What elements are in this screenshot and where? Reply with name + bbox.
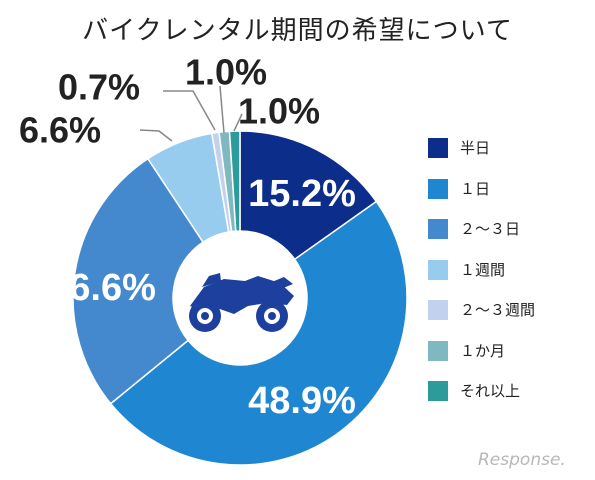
leader-line-1-week (139, 129, 173, 142)
chart-title: バイクレンタル期間の希望について (82, 16, 513, 46)
legend-swatch (428, 259, 448, 280)
legend-swatch (428, 138, 448, 158)
legend-label: １か月 (460, 341, 506, 360)
legend-label: １週間 (460, 260, 506, 279)
leader-lines (139, 85, 243, 142)
legend-label: 半日 (460, 139, 491, 157)
legend-label: １日 (460, 179, 491, 198)
legend-label: ２～３週間 (460, 301, 536, 319)
pie-slices (72, 130, 408, 466)
data-label-1-day: 48.9% (248, 380, 356, 422)
data-label-half-day: 15.2% (248, 173, 356, 215)
leader-line-more (233, 113, 243, 132)
data-label-1-month: 1.0% (185, 52, 267, 93)
leader-line-2-3-weeks (163, 90, 216, 131)
legend-swatch (428, 381, 448, 401)
motorcycle-icon (189, 273, 294, 332)
legend-swatch (428, 219, 448, 239)
data-label-2-3-weeks: 0.7% (58, 67, 140, 108)
data-label-more: 1.0% (238, 91, 320, 132)
legend-swatch (428, 340, 448, 361)
slice-labels: 15.2% 48.9% 26.6% 6.6%0.7% 1.0%1.0% (19, 52, 356, 423)
legend-label: ２～３日 (460, 220, 521, 238)
response-logo: Response. (478, 450, 566, 470)
legend-swatch (428, 178, 448, 199)
data-label-1-week: 6.6% (19, 110, 101, 151)
leader-line-1-month (219, 85, 225, 134)
legend-label: それ以上 (460, 382, 521, 400)
data-label-2-3-days: 26.6% (48, 267, 156, 309)
legend-swatch (428, 300, 448, 320)
